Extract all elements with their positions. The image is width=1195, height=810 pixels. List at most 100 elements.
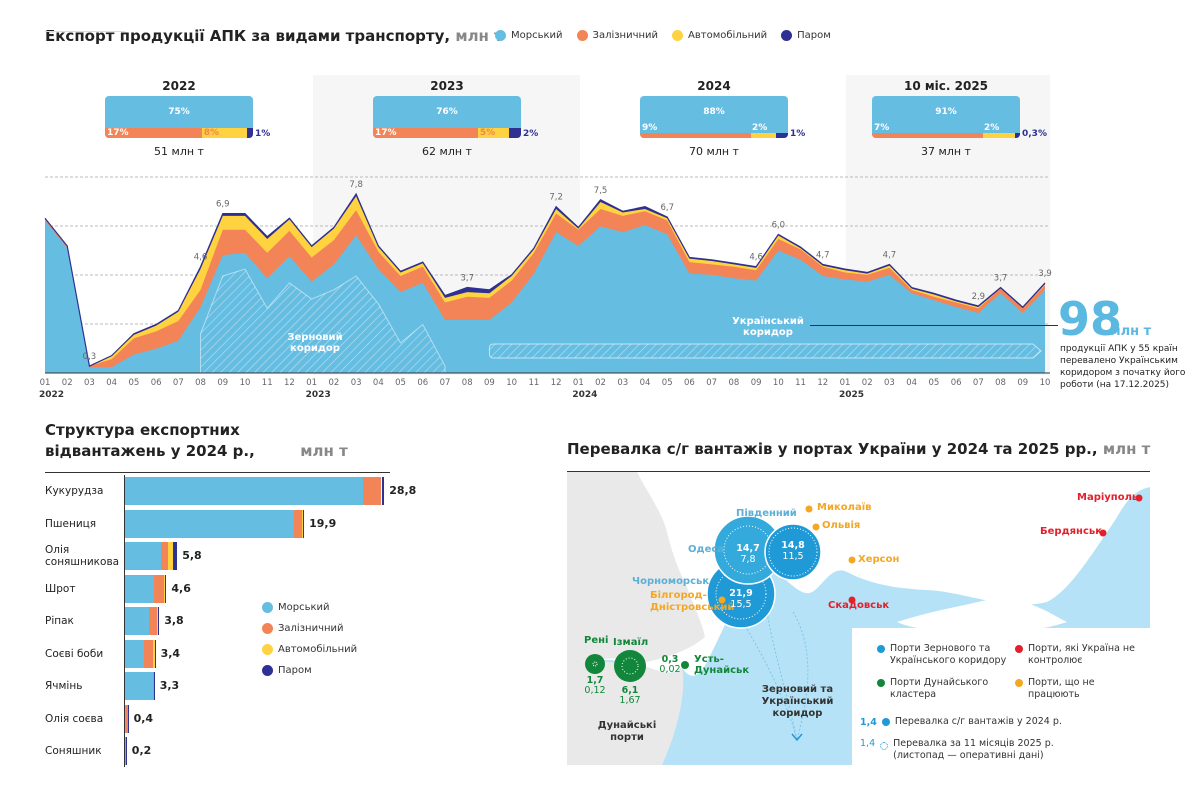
ferry-share: 1% (255, 129, 271, 139)
value-2024: 6,1 (621, 685, 639, 696)
value-2025: 15,5 (730, 599, 752, 610)
land-neighbors (567, 472, 705, 664)
bar-value-label: 3,8 (164, 614, 184, 627)
title-unit: млн т (1102, 440, 1151, 458)
x-tick-label: 08 (995, 378, 1006, 388)
year-tick-label: 2022 (39, 390, 64, 400)
legend-label: Паром (278, 665, 312, 676)
auto-share: 2% (752, 123, 768, 133)
year-tick-label: 2024 (572, 390, 597, 400)
year-label: 10 міс. 2025 (903, 79, 989, 93)
port-dot-kherson (848, 556, 856, 564)
legend-text: Порти, що не працюють (1028, 677, 1095, 700)
year-total: 51 млн т (154, 145, 204, 158)
ports-map (567, 472, 1150, 765)
label-odesa: Одеса (688, 544, 725, 555)
ferry-dot-icon (262, 665, 273, 676)
point-label: 2,9 (972, 292, 986, 302)
bar-segment-rail (152, 672, 154, 700)
legend-label: Залізничний (278, 623, 344, 634)
point-label: 4,6 (194, 253, 208, 263)
value-2025: 1,67 (619, 695, 641, 706)
marine-share: 88% (703, 107, 725, 117)
legend-idle-ports: Порти, що не працюють (1015, 677, 1135, 701)
category-label: Пшениця (45, 517, 97, 530)
marine-dot-icon (262, 602, 273, 613)
legend-text: Порти Зернового та Українського коридору (890, 643, 1007, 666)
bar-segment-marine (125, 639, 144, 668)
bar-segment-marine (125, 477, 363, 505)
auto-share: 8% (203, 128, 220, 138)
export-chart-title: Експорт продукції АПК за видами транспор… (45, 27, 503, 45)
value-2025: 0,02 (659, 664, 681, 675)
share-strip: 17% 8% (105, 128, 253, 138)
legend-rail: Залізничний (262, 623, 357, 634)
legend-label: Паром (797, 30, 831, 41)
point-label: 4,6 (749, 253, 763, 263)
land-romania (567, 660, 684, 765)
x-tick-label: 11 (528, 378, 539, 388)
rail-share: 17% (375, 128, 397, 138)
title-text: Структура експортних відвантажень у 2024… (45, 421, 255, 460)
x-tick-label: 02 (62, 378, 73, 388)
x-tick-label: 10 (773, 378, 784, 388)
auto-dot-icon (672, 30, 684, 41)
year-tick-label: 2025 (839, 390, 864, 400)
port-dot-skadovsk (848, 596, 856, 604)
x-tick-label: 09 (217, 378, 228, 388)
x-tick-label: 08 (728, 378, 739, 388)
year-share-box: 88% (640, 96, 788, 138)
point-label: 7,2 (549, 193, 563, 203)
callout-line (810, 325, 1058, 326)
bar-value-label: 28,8 (389, 484, 417, 497)
x-tick-label: 02 (595, 378, 606, 388)
x-tick-label: 01 (573, 378, 584, 388)
ferry-share-bar (247, 128, 253, 138)
title-unit: млн т (455, 27, 503, 45)
legend-rail: Залізничний (576, 30, 658, 41)
x-tick-label: 01 (40, 378, 51, 388)
bar-segment-ferry (125, 737, 127, 765)
bar-value-label: 0,2 (131, 744, 152, 757)
x-tick-label: 04 (640, 378, 651, 388)
bar-value-label: 4,6 (171, 581, 191, 595)
big-unit: млн т (1110, 324, 1152, 339)
bar-segment-ferry (158, 607, 160, 635)
green-dot-icon (877, 679, 885, 687)
bar-segment-auto (152, 639, 155, 668)
point-label: 4,7 (816, 250, 830, 260)
port-circle-izmail[interactable] (614, 650, 646, 682)
ferry-share-bar (775, 133, 788, 138)
land-ukraine (567, 472, 1150, 676)
bar-segment-marine (125, 704, 126, 733)
x-tick-label: 06 (951, 378, 962, 388)
x-tick-label: 01 (306, 378, 317, 388)
bar-segment-rail (161, 542, 169, 570)
port-circle-pivdennyi[interactable] (764, 523, 822, 581)
label-mykolaiv: Миколаїв (817, 502, 872, 513)
bar-segment-ferry (127, 704, 129, 733)
grain-corridor-hatch (200, 268, 446, 374)
point-label: 3,7 (460, 274, 474, 284)
value-reni: 1,7 0,12 (580, 676, 610, 696)
legend-danube-ports: Порти Дунайського кластера (877, 677, 1007, 701)
label-bilhorod: Білгород-Дністровський (650, 590, 735, 613)
point-label: 6,0 (772, 220, 786, 230)
caption-line: продукції АПК у 55 країн (1060, 344, 1178, 354)
grain-corridor-label: Зерновий коридор (287, 332, 343, 354)
port-circle-ust-dunaisk[interactable] (681, 661, 689, 669)
danube-ports-label: Дунайські порти (597, 720, 657, 743)
bar-segment-rail (125, 704, 128, 733)
value-2024: 1,7 (586, 675, 604, 686)
legend-2025: 1,4 Перевалка за 11 місяців 2025 р. (лист… (860, 738, 1060, 762)
category-label: Кукурудза (45, 485, 104, 497)
bar-segment-ferry (153, 672, 155, 700)
port-circle-reni[interactable] (585, 654, 605, 674)
label-reni: Рені (584, 635, 609, 646)
label-kherson: Херсон (858, 554, 900, 565)
bar-segment-auto (163, 574, 165, 603)
legend-2024: 1,4 Перевалка с/г вантажів у 2024 р. (860, 716, 1062, 728)
port-circle-2025 (768, 527, 818, 577)
bar-value-label: 0,4 (133, 711, 154, 725)
rail-share: 9% (642, 123, 658, 133)
